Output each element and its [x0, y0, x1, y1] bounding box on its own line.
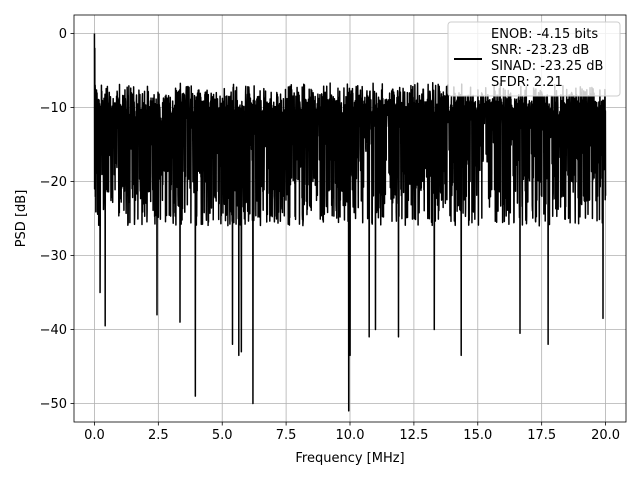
y-tick-label: 0 — [59, 27, 67, 42]
y-tick-label: −10 — [40, 101, 67, 116]
x-tick-label: 15.0 — [463, 428, 492, 443]
plot-area — [93, 33, 607, 412]
y-tick-label: −20 — [40, 175, 67, 190]
y-tick-label: −40 — [40, 323, 67, 338]
x-tick-label: 17.5 — [527, 428, 556, 443]
x-tick-label: 12.5 — [399, 428, 428, 443]
legend-entry-line: SFDR: 2.21 — [491, 75, 563, 90]
x-tick-label: 20.0 — [591, 428, 620, 443]
x-tick-label: 10.0 — [336, 428, 365, 443]
x-axis-label: Frequency [MHz] — [295, 451, 404, 466]
y-axis: 0 −10 −20 −30 −40 −50 — [40, 27, 74, 412]
x-axis: 0.0 2.5 5.0 7.5 10.0 12.5 15.0 17.5 20.0 — [84, 422, 620, 443]
legend-entry-line: SNR: -23.23 dB — [491, 43, 589, 58]
psd-series-line — [93, 33, 607, 412]
x-tick-label: 2.5 — [148, 428, 169, 443]
x-tick-label: 7.5 — [276, 428, 297, 443]
axes-frame — [73, 14, 627, 423]
x-tick-label: 0.0 — [84, 428, 105, 443]
legend-entry-line: ENOB: -4.15 bits — [491, 27, 598, 42]
legend-entry-line: SINAD: -23.25 dB — [491, 59, 603, 74]
x-tick-label: 5.0 — [212, 428, 233, 443]
y-axis-label: PSD [dB] — [14, 190, 29, 248]
y-tick-label: −30 — [40, 249, 67, 264]
y-tick-label: −50 — [40, 397, 67, 412]
legend-box — [447, 21, 621, 97]
